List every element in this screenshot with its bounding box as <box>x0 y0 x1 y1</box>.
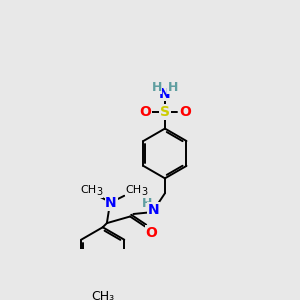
Text: 3: 3 <box>141 188 147 197</box>
Text: N: N <box>159 87 171 101</box>
Text: CH: CH <box>125 185 142 195</box>
Text: H: H <box>152 81 162 94</box>
Text: CH: CH <box>81 185 97 195</box>
Text: N: N <box>105 196 117 210</box>
Text: S: S <box>160 105 170 119</box>
Text: N: N <box>148 203 159 217</box>
Text: H: H <box>168 81 178 94</box>
Text: 3: 3 <box>96 188 103 197</box>
Text: O: O <box>146 226 158 240</box>
Text: H: H <box>142 197 152 210</box>
Text: O: O <box>179 105 191 119</box>
Text: O: O <box>139 105 151 119</box>
Text: CH₃: CH₃ <box>91 290 114 300</box>
